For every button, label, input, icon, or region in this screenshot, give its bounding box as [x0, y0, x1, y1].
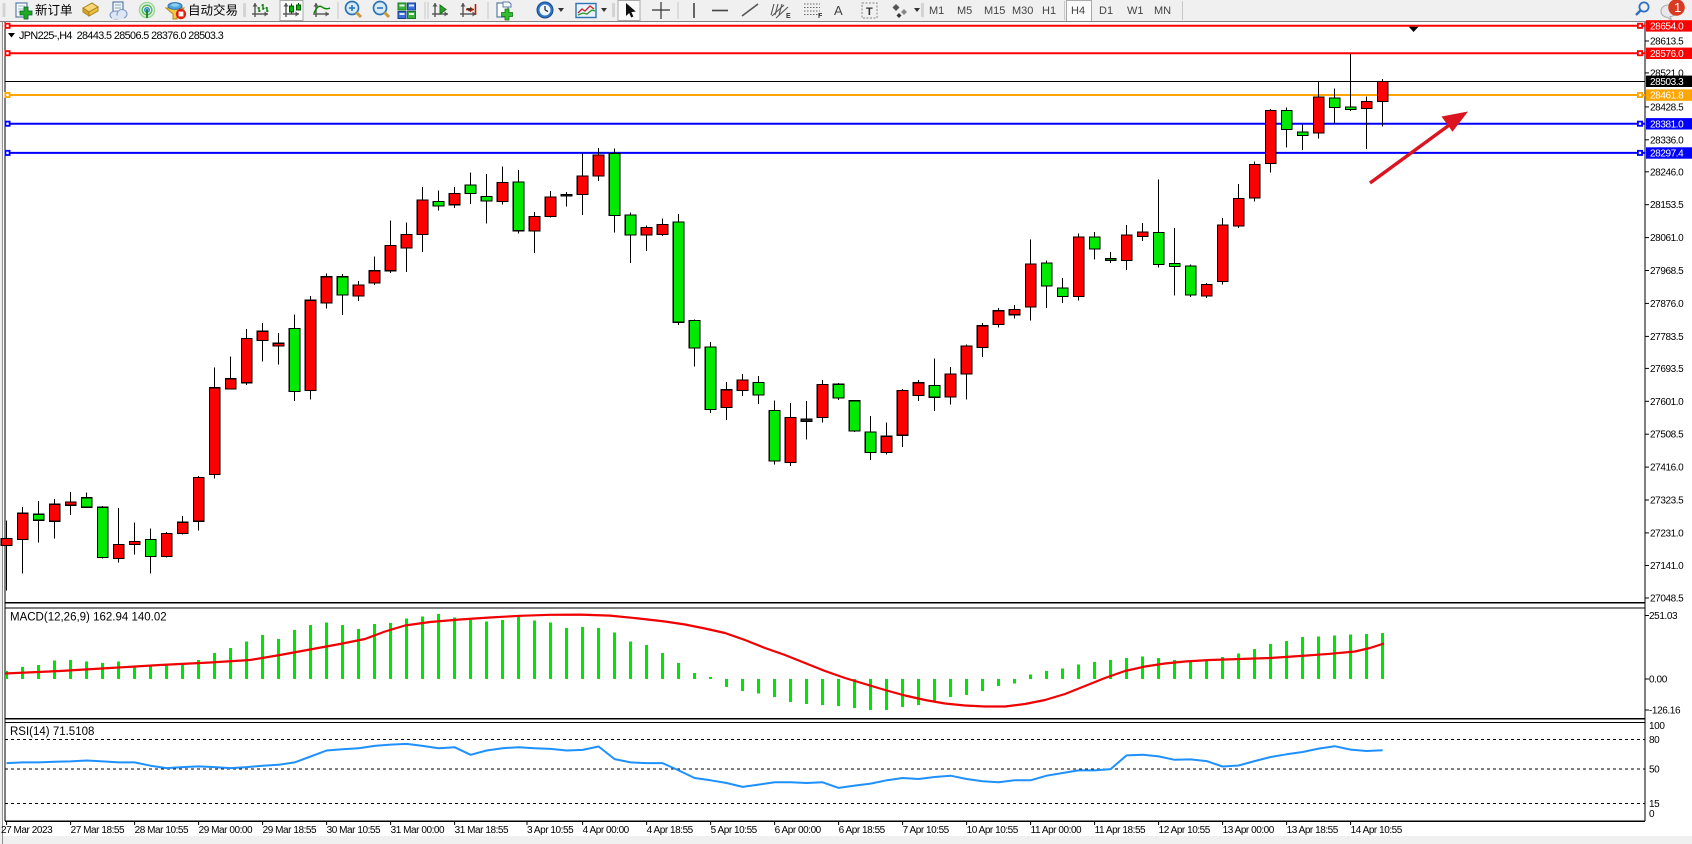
- svg-text:4 Apr 18:55: 4 Apr 18:55: [647, 825, 694, 836]
- svg-text:0: 0: [1649, 809, 1655, 820]
- svg-text:7 Apr 10:55: 7 Apr 10:55: [903, 825, 950, 836]
- svg-text:10 Apr 10:55: 10 Apr 10:55: [967, 825, 1019, 836]
- svg-text:13 Apr 00:00: 13 Apr 00:00: [1223, 825, 1275, 836]
- svg-text:JPN225-,H4 28443.5 28506.5 28: JPN225-,H4 28443.5 28506.5 28376.0 28503…: [19, 30, 224, 42]
- svg-text:28576.0: 28576.0: [1650, 49, 1684, 60]
- svg-text:28613.5: 28613.5: [1650, 37, 1684, 48]
- svg-text:27048.5: 27048.5: [1650, 594, 1684, 605]
- svg-text:31 Mar 00:00: 31 Mar 00:00: [391, 825, 445, 836]
- svg-text:27601.0: 27601.0: [1650, 397, 1684, 408]
- svg-text:新订单: 新订单: [35, 3, 73, 18]
- svg-text:27231.0: 27231.0: [1650, 528, 1684, 539]
- svg-text:A: A: [834, 3, 843, 18]
- svg-text:15: 15: [1649, 799, 1660, 810]
- svg-text:28503.3: 28503.3: [1650, 77, 1684, 88]
- svg-text:28246.0: 28246.0: [1650, 167, 1684, 178]
- svg-text:RSI(14) 71.5108: RSI(14) 71.5108: [10, 726, 94, 738]
- svg-text:F: F: [818, 13, 823, 20]
- svg-text:31 Mar 18:55: 31 Mar 18:55: [455, 825, 509, 836]
- svg-text:27968.5: 27968.5: [1650, 266, 1684, 277]
- svg-text:27 Mar 18:55: 27 Mar 18:55: [71, 825, 125, 836]
- svg-text:30 Mar 10:55: 30 Mar 10:55: [327, 825, 381, 836]
- svg-text:5 Apr 10:55: 5 Apr 10:55: [711, 825, 758, 836]
- svg-text:28654.0: 28654.0: [1650, 21, 1684, 32]
- svg-text:27876.0: 27876.0: [1650, 299, 1684, 310]
- svg-text:27783.5: 27783.5: [1650, 332, 1684, 343]
- svg-text:27323.5: 27323.5: [1650, 496, 1684, 507]
- svg-text:0.00: 0.00: [1649, 675, 1668, 686]
- svg-text:27416.0: 27416.0: [1650, 463, 1684, 474]
- svg-text:100: 100: [1649, 721, 1665, 732]
- svg-text:28428.5: 28428.5: [1650, 102, 1684, 113]
- svg-text:27141.0: 27141.0: [1650, 561, 1684, 572]
- svg-text:28381.0: 28381.0: [1650, 119, 1684, 130]
- svg-text:28153.5: 28153.5: [1650, 200, 1684, 211]
- svg-text:E: E: [786, 13, 791, 20]
- svg-text:11 Apr 18:55: 11 Apr 18:55: [1095, 825, 1146, 836]
- svg-text:28461.8: 28461.8: [1650, 91, 1684, 102]
- svg-text:13 Apr 18:55: 13 Apr 18:55: [1287, 825, 1339, 836]
- svg-text:3 Apr 10:55: 3 Apr 10:55: [527, 825, 574, 836]
- svg-text:50: 50: [1649, 765, 1660, 776]
- svg-text:27693.5: 27693.5: [1650, 364, 1684, 375]
- svg-text:MACD(12,26,9) 162.94 140.02: MACD(12,26,9) 162.94 140.02: [10, 612, 167, 624]
- svg-text:11 Apr 00:00: 11 Apr 00:00: [1031, 825, 1082, 836]
- svg-text:28061.0: 28061.0: [1650, 233, 1684, 244]
- svg-text:80: 80: [1649, 735, 1660, 746]
- svg-text:6 Apr 18:55: 6 Apr 18:55: [839, 825, 886, 836]
- svg-text:27 Mar 2023: 27 Mar 2023: [1, 825, 53, 836]
- svg-text:12 Apr 10:55: 12 Apr 10:55: [1159, 825, 1211, 836]
- svg-text:1: 1: [1674, 0, 1681, 15]
- svg-text:28521.0: 28521.0: [1650, 68, 1684, 79]
- svg-text:28 Mar 10:55: 28 Mar 10:55: [135, 825, 189, 836]
- svg-text:T: T: [866, 6, 873, 18]
- svg-text:-126.16: -126.16: [1649, 706, 1681, 717]
- svg-text:自动交易: 自动交易: [188, 3, 238, 18]
- svg-text:29 Mar 18:55: 29 Mar 18:55: [263, 825, 317, 836]
- svg-text:4 Apr 00:00: 4 Apr 00:00: [583, 825, 630, 836]
- svg-text:14 Apr 10:55: 14 Apr 10:55: [1351, 825, 1403, 836]
- svg-text:28297.4: 28297.4: [1650, 149, 1684, 160]
- svg-text:27508.5: 27508.5: [1650, 430, 1684, 441]
- svg-text:6 Apr 00:00: 6 Apr 00:00: [775, 825, 822, 836]
- svg-text:29 Mar 00:00: 29 Mar 00:00: [199, 825, 253, 836]
- svg-text:28336.0: 28336.0: [1650, 135, 1684, 146]
- svg-text:251.03: 251.03: [1649, 611, 1678, 622]
